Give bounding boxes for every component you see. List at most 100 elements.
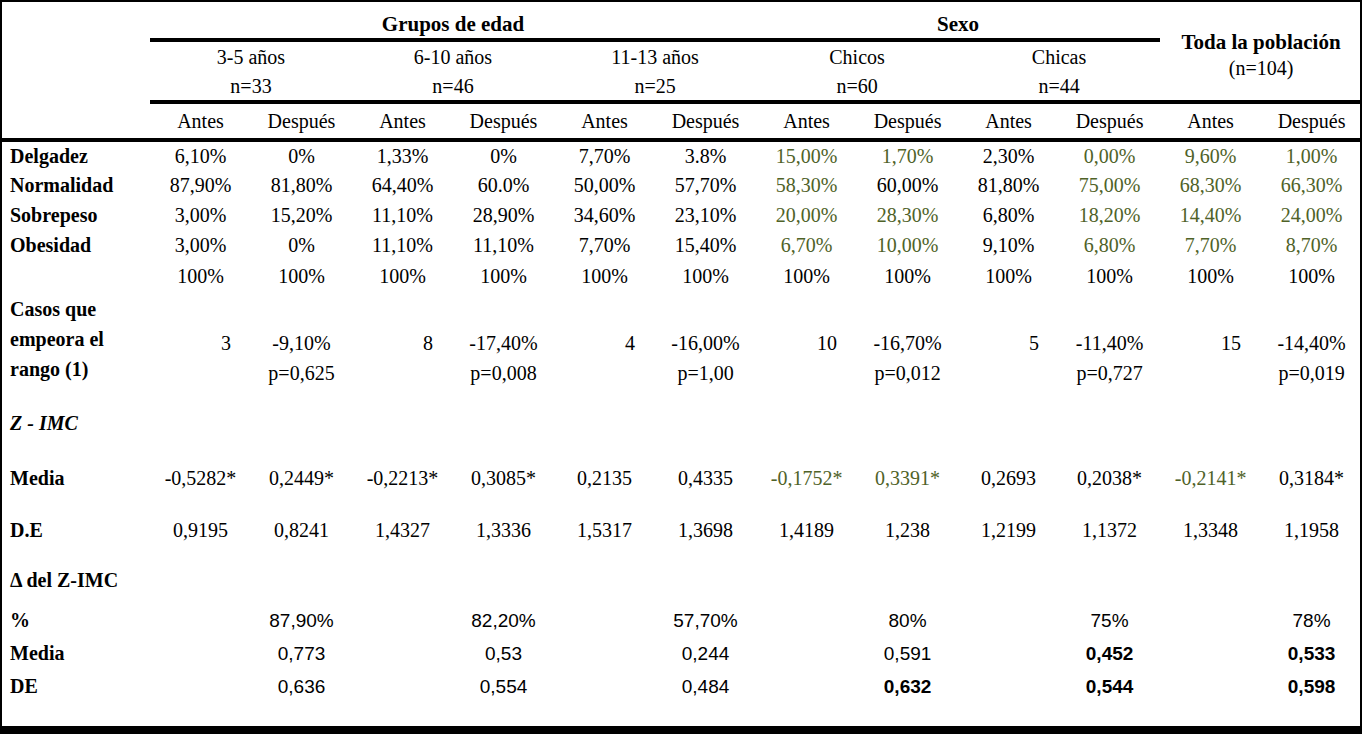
value-cell: 100% [453,260,554,292]
header-group-11-13: 11-13 años [554,40,756,72]
empty-label-cell [2,260,150,292]
value-cell: 75% [1059,604,1160,637]
group-n-6-10: n=46 [352,72,554,102]
value-cell: 1,4327 [352,504,453,556]
value-cell: 1,3336 [453,504,554,556]
empty-cell [150,604,251,637]
value-cell: 100% [655,260,756,292]
value-cell: 0,598 [1261,670,1362,703]
value-cell: 0,3184* [1261,452,1362,504]
value-cell: 14,40% [1160,200,1261,230]
value-cell: 100% [958,260,1059,292]
value-cell: 0,00% [1059,140,1160,170]
value-cell: 100% [1160,260,1261,292]
casos-pct: -16,00% [655,328,756,358]
row-obesidad: Obesidad 3,00% 0% 11,10% 11,10% 7,70% 15… [2,230,1362,260]
value-cell: 11,10% [352,230,453,260]
value-cell: 1,5317 [554,504,655,556]
value-cell: -0,2213* [352,452,453,504]
empty-cell [1160,670,1261,703]
empty-cell [958,670,1059,703]
casos-stats-cell: -16,70% p=0,012 [857,292,958,394]
value-cell: 1,2199 [958,504,1059,556]
header-group-n-row: n=33 n=46 n=25 n=60 n=44 [2,72,1362,102]
casos-count-cell: 8 [352,292,453,394]
value-cell: 28,90% [453,200,554,230]
empty-corner-cell [2,10,150,102]
value-cell: 1,3348 [1160,504,1261,556]
casos-count-cell: 10 [756,292,857,394]
casos-count: 8 [352,328,433,358]
value-cell: 100% [251,260,352,292]
value-cell: 64,40% [352,170,453,200]
value-cell: -0,5282* [150,452,251,504]
row-label-normalidad: Normalidad [2,170,150,200]
casos-count-cell: 15 [1160,292,1261,394]
value-cell: 57,70% [655,170,756,200]
row-bottom-rule [2,703,1362,729]
subheader-antes: Antes [150,102,251,140]
row-label-de: D.E [2,504,150,556]
value-cell: 0,3391* [857,452,958,504]
value-cell: 20,00% [756,200,857,230]
value-cell: 57,70% [655,604,756,637]
value-cell: 3,00% [150,200,251,230]
value-cell: 9,60% [1160,140,1261,170]
value-cell: 0% [251,230,352,260]
value-cell: 7,70% [554,230,655,260]
row-label-media-delta: Media [2,637,150,670]
value-cell: 3.8% [655,140,756,170]
toda-poblacion-label: Toda la población [1160,29,1362,55]
value-cell: 15,20% [251,200,352,230]
subheader-antes: Antes [958,102,1059,140]
casos-count: 10 [756,328,837,358]
value-cell: 81,80% [958,170,1059,200]
subheader-despues: Después [857,102,958,140]
value-cell: 3,00% [150,230,251,260]
empty-cell [756,670,857,703]
value-cell: 0,484 [655,670,756,703]
value-cell: 23,10% [655,200,756,230]
value-cell: 0,2038* [1059,452,1160,504]
empty-cell [958,637,1059,670]
empty-cell [352,604,453,637]
group-n-11-13: n=25 [554,72,756,102]
empty-cell [554,670,655,703]
empty-cell [1160,637,1261,670]
header-grupos-de-edad: Grupos de edad [150,10,756,40]
value-cell: 100% [1261,260,1362,292]
value-cell: 1,1372 [1059,504,1160,556]
value-cell: 7,70% [554,140,655,170]
value-cell: 60.0% [453,170,554,200]
casos-stats-cell: -11,40% p=0,727 [1059,292,1160,394]
value-cell: 100% [857,260,958,292]
value-cell: 0,452 [1059,637,1160,670]
value-cell: 0,53 [453,637,554,670]
value-cell: 0,9195 [150,504,251,556]
value-cell: 0,554 [453,670,554,703]
casos-label-line: Casos que [10,294,150,324]
casos-count: 5 [958,328,1039,358]
row-zimc-section: Z - IMC [2,394,1362,452]
value-cell: 82,20% [453,604,554,637]
empty-cell [352,670,453,703]
empty-cell [958,604,1059,637]
casos-count: 15 [1160,328,1241,358]
value-cell: 1,238 [857,504,958,556]
results-table: Grupos de edad Sexo Toda la población (n… [2,10,1362,732]
zimc-section-label: Z - IMC [2,394,1362,452]
value-cell: 100% [150,260,251,292]
results-table-page: Grupos de edad Sexo Toda la población (n… [0,0,1362,734]
value-cell: 0,533 [1261,637,1362,670]
header-sexo: Sexo [756,10,1160,40]
casos-count-cell: 5 [958,292,1059,394]
empty-cell [756,637,857,670]
value-cell: 66,30% [1261,170,1362,200]
value-cell: 0,2693 [958,452,1059,504]
casos-stats-cell: -16,00% p=1,00 [655,292,756,394]
value-cell: 0,8241 [251,504,352,556]
value-cell: 0,591 [857,637,958,670]
value-cell: -0,1752* [756,452,857,504]
casos-label-line: rango (1) [10,354,150,384]
value-cell: 100% [352,260,453,292]
